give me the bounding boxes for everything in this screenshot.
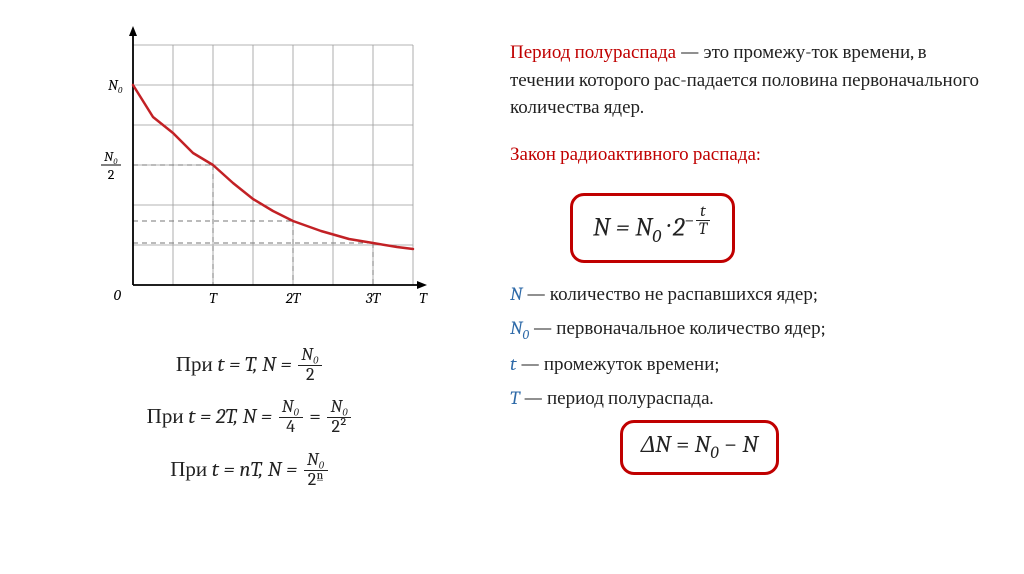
eq-row-1: При t = T, N = N₀2 [147, 347, 354, 385]
def-N: N — количество не распавшихся ядер; [510, 281, 984, 309]
eq-row-2: При t = 2T, N = N₀4 = N₀2² [147, 399, 354, 437]
svg-text:N₀: N₀ [103, 148, 117, 165]
def-N0: N0 — первоначальное количество ядер; [510, 315, 984, 345]
chart-equations: При t = T, N = N₀2 При t = 2T, N = N₀4 =… [147, 347, 354, 504]
term-highlight: Период полураспада [510, 41, 676, 63]
definition-paragraph: Период полураспада — это промежу-ток вре… [510, 39, 984, 122]
delta-n-formula: ΔN = N0 − N [620, 420, 779, 475]
decay-chart: 0T2T3TTN₀N₀2 [73, 25, 428, 325]
variable-definitions: N — количество не распавшихся ядер; N0 —… [510, 281, 984, 412]
svg-text:T: T [419, 289, 428, 307]
svg-text:T: T [209, 289, 218, 307]
law-title: Закон радиоактивного распада: [510, 141, 984, 169]
svg-text:2T: 2T [284, 289, 301, 307]
svg-text:0: 0 [113, 286, 121, 304]
def-t: t — промежуток времени; [510, 351, 984, 379]
decay-law-formula: N = N0 · 2−tT [570, 193, 735, 263]
svg-text:2: 2 [107, 166, 114, 183]
eq-row-3: При t = nT, N = N₀2ⁿ [147, 452, 354, 490]
def-T: T — период полураспада. [510, 385, 984, 413]
svg-text:N₀: N₀ [107, 76, 122, 94]
svg-text:3T: 3T [364, 289, 381, 307]
